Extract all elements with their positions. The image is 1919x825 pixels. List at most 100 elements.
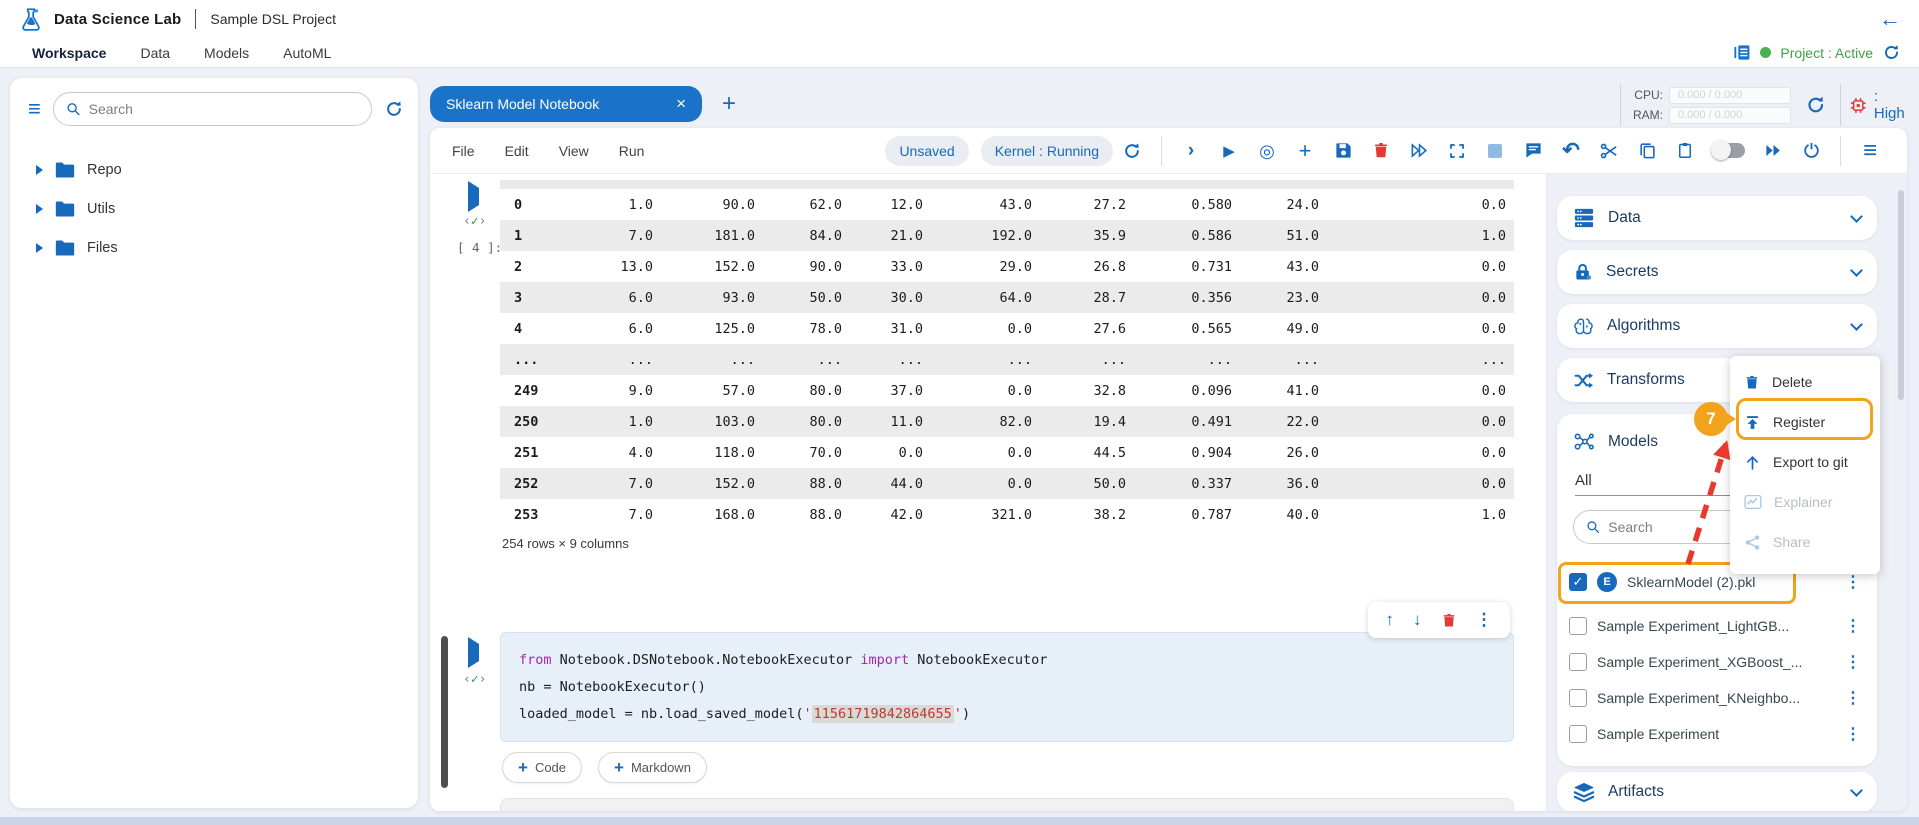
copy-cell-icon[interactable]: [1636, 139, 1658, 163]
nav-tab-workspace[interactable]: Workspace: [32, 44, 107, 61]
table-row: 250 1.0 103.0 80.0 11.0 82.0 19.4 0.491 22.0 0.0: [500, 406, 1514, 437]
explorer-search-input[interactable]: [88, 101, 359, 117]
nav-tab-data[interactable]: Data: [140, 44, 171, 61]
caret-right-icon[interactable]: [36, 164, 43, 175]
model-more-options-icon[interactable]: ⋮: [1845, 654, 1861, 671]
context-delete[interactable]: Delete: [1730, 362, 1880, 402]
table-row: 0 1.0 90.0 62.0 12.0 43.0 27.2 0.580 24.0 0.0: [514, 196, 1506, 213]
section-data[interactable]: Data: [1557, 196, 1877, 240]
menu-edit[interactable]: Edit: [504, 142, 529, 159]
model-avatar: E: [1597, 572, 1617, 592]
section-models-header[interactable]: Models: [1573, 428, 1865, 456]
add-tab-button[interactable]: +: [722, 90, 737, 117]
model-more-options-icon[interactable]: ⋮: [1845, 690, 1861, 707]
checkbox-unchecked-icon[interactable]: [1569, 689, 1587, 707]
checkbox-unchecked-icon[interactable]: [1569, 725, 1587, 743]
context-export-to-git[interactable]: Export to git: [1730, 442, 1880, 482]
restart-run-all-icon[interactable]: [1762, 139, 1784, 163]
checkbox-unchecked-icon[interactable]: [1569, 653, 1587, 671]
menu-run[interactable]: Run: [618, 142, 645, 159]
dataframe-header-clipped: [500, 180, 1514, 189]
delete-cell-icon[interactable]: [1441, 612, 1457, 629]
explorer-refresh-icon[interactable]: [384, 99, 404, 119]
delete-cell-icon[interactable]: [1370, 139, 1392, 163]
sidebar-scrollbar[interactable]: [1898, 190, 1904, 400]
cell-success-icon: ‹✓›: [463, 672, 487, 687]
model-item[interactable]: Sample Experiment_XGBoost_... ⋮: [1569, 644, 1865, 680]
step-run-icon[interactable]: ›: [1187, 140, 1195, 161]
caret-right-icon[interactable]: [36, 242, 43, 253]
run-cell-button[interactable]: [468, 637, 479, 668]
cpu-value: 0.000 / 0.000: [1668, 86, 1791, 104]
chevron-down-icon[interactable]: [1850, 317, 1863, 331]
cut-cell-icon[interactable]: [1598, 139, 1620, 163]
next-cell-clipped[interactable]: [500, 798, 1514, 811]
code-line: loaded_model = nb.load_saved_model(' 1156…: [519, 705, 971, 723]
folder-icon: [55, 240, 75, 255]
add-cell-icon[interactable]: +: [1298, 137, 1312, 163]
run-cell-button[interactable]: [468, 181, 479, 212]
move-cell-down-icon[interactable]: ↓: [1413, 610, 1422, 629]
move-cell-up-icon[interactable]: ↑: [1385, 610, 1395, 629]
tree-item-utils[interactable]: Utils: [36, 189, 408, 228]
tree-item-files[interactable]: Files: [36, 228, 408, 267]
chevron-down-icon[interactable]: [1850, 263, 1863, 277]
section-secrets[interactable]: Secrets: [1557, 250, 1877, 294]
chip-icon: [1851, 97, 1866, 113]
context-explainer: Explainer: [1730, 482, 1880, 522]
interrupt-kernel-icon[interactable]: ◎: [1259, 140, 1275, 161]
kernel-refresh-icon[interactable]: [1121, 139, 1143, 163]
save-notebook-icon[interactable]: [1332, 139, 1354, 163]
model-item[interactable]: Sample Experiment_LightGB... ⋮: [1569, 608, 1865, 644]
model-more-options-icon[interactable]: ⋮: [1845, 574, 1861, 591]
cell-more-options-icon[interactable]: ⋮: [1475, 610, 1493, 629]
checkbox-checked-icon[interactable]: ✓: [1569, 573, 1587, 591]
notebook-tab[interactable]: Sklearn Model Notebook ×: [430, 86, 702, 122]
run-all-cells-icon[interactable]: [1408, 139, 1430, 163]
context-register[interactable]: Register: [1730, 402, 1880, 442]
resource-refresh-icon[interactable]: [1805, 94, 1826, 116]
model-item[interactable]: Sample Experiment_KNeighbo... ⋮: [1569, 680, 1865, 716]
shutdown-kernel-icon[interactable]: [1800, 139, 1822, 163]
chevron-down-icon[interactable]: [1850, 783, 1863, 797]
explorer-menu-icon[interactable]: ≡: [28, 96, 41, 121]
kernel-status-badge: Kernel : Running: [980, 135, 1113, 166]
cell-actions-toolbar: ↑ ↓ ⋮: [1368, 602, 1510, 638]
comments-icon[interactable]: [1522, 139, 1544, 163]
section-algorithms[interactable]: Algorithms: [1557, 304, 1877, 348]
add-markdown-cell-button[interactable]: + Markdown: [598, 752, 707, 783]
file-explorer-panel: ≡ Repo Utils: [10, 78, 418, 808]
code-line: from Notebook.DSNotebook.NotebookExecuto…: [519, 652, 1048, 668]
explorer-search[interactable]: [52, 92, 372, 126]
model-more-options-icon[interactable]: ⋮: [1845, 618, 1861, 635]
model-item-sklearnmodel[interactable]: ✓ E SklearnModel (2).pkl ⋮: [1569, 564, 1865, 600]
toolbar-menu-icon[interactable]: ≡: [1862, 136, 1877, 164]
stop-kernel-icon[interactable]: [1484, 139, 1506, 163]
execution-count: [ 4 ]:: [457, 240, 503, 255]
project-refresh-icon[interactable]: [1882, 43, 1901, 62]
model-more-options-icon[interactable]: ⋮: [1845, 726, 1861, 743]
table-row: 4 6.0 125.0 78.0 31.0 0.0 27.6 0.565 49.0 0.0: [514, 320, 1506, 337]
menu-file[interactable]: File: [452, 142, 475, 159]
add-code-cell-button[interactable]: + Code: [502, 752, 583, 783]
fullscreen-icon[interactable]: [1446, 139, 1468, 163]
run-cell-icon[interactable]: ▶: [1223, 142, 1235, 160]
chevron-down-icon[interactable]: [1850, 209, 1863, 223]
caret-right-icon[interactable]: [36, 203, 43, 214]
section-artifacts[interactable]: Artifacts: [1557, 772, 1877, 811]
code-cell-editor[interactable]: from Notebook.DSNotebook.NotebookExecuto…: [500, 632, 1514, 742]
back-button[interactable]: ←: [1879, 6, 1901, 31]
notebook-toolbar: File Edit View Run Unsaved Kernel : Runn…: [430, 128, 1907, 174]
tab-close-icon[interactable]: ×: [676, 94, 686, 113]
paste-cell-icon[interactable]: [1674, 139, 1696, 163]
nav-tab-automl[interactable]: AutoML: [283, 44, 332, 61]
table-row: 252 7.0 152.0 88.0 44.0 0.0 50.0 0.337 36.0 0.0: [500, 468, 1514, 499]
checkbox-unchecked-icon[interactable]: [1569, 617, 1587, 635]
nav-tab-models[interactable]: Models: [204, 44, 250, 61]
undo-icon[interactable]: ↶: [1562, 139, 1580, 162]
model-item[interactable]: Sample Experiment ⋮: [1569, 716, 1865, 752]
project-log-icon[interactable]: [1732, 43, 1751, 62]
tree-item-repo[interactable]: Repo: [36, 150, 408, 189]
autosave-toggle[interactable]: [1711, 139, 1746, 163]
menu-view[interactable]: View: [558, 142, 589, 159]
